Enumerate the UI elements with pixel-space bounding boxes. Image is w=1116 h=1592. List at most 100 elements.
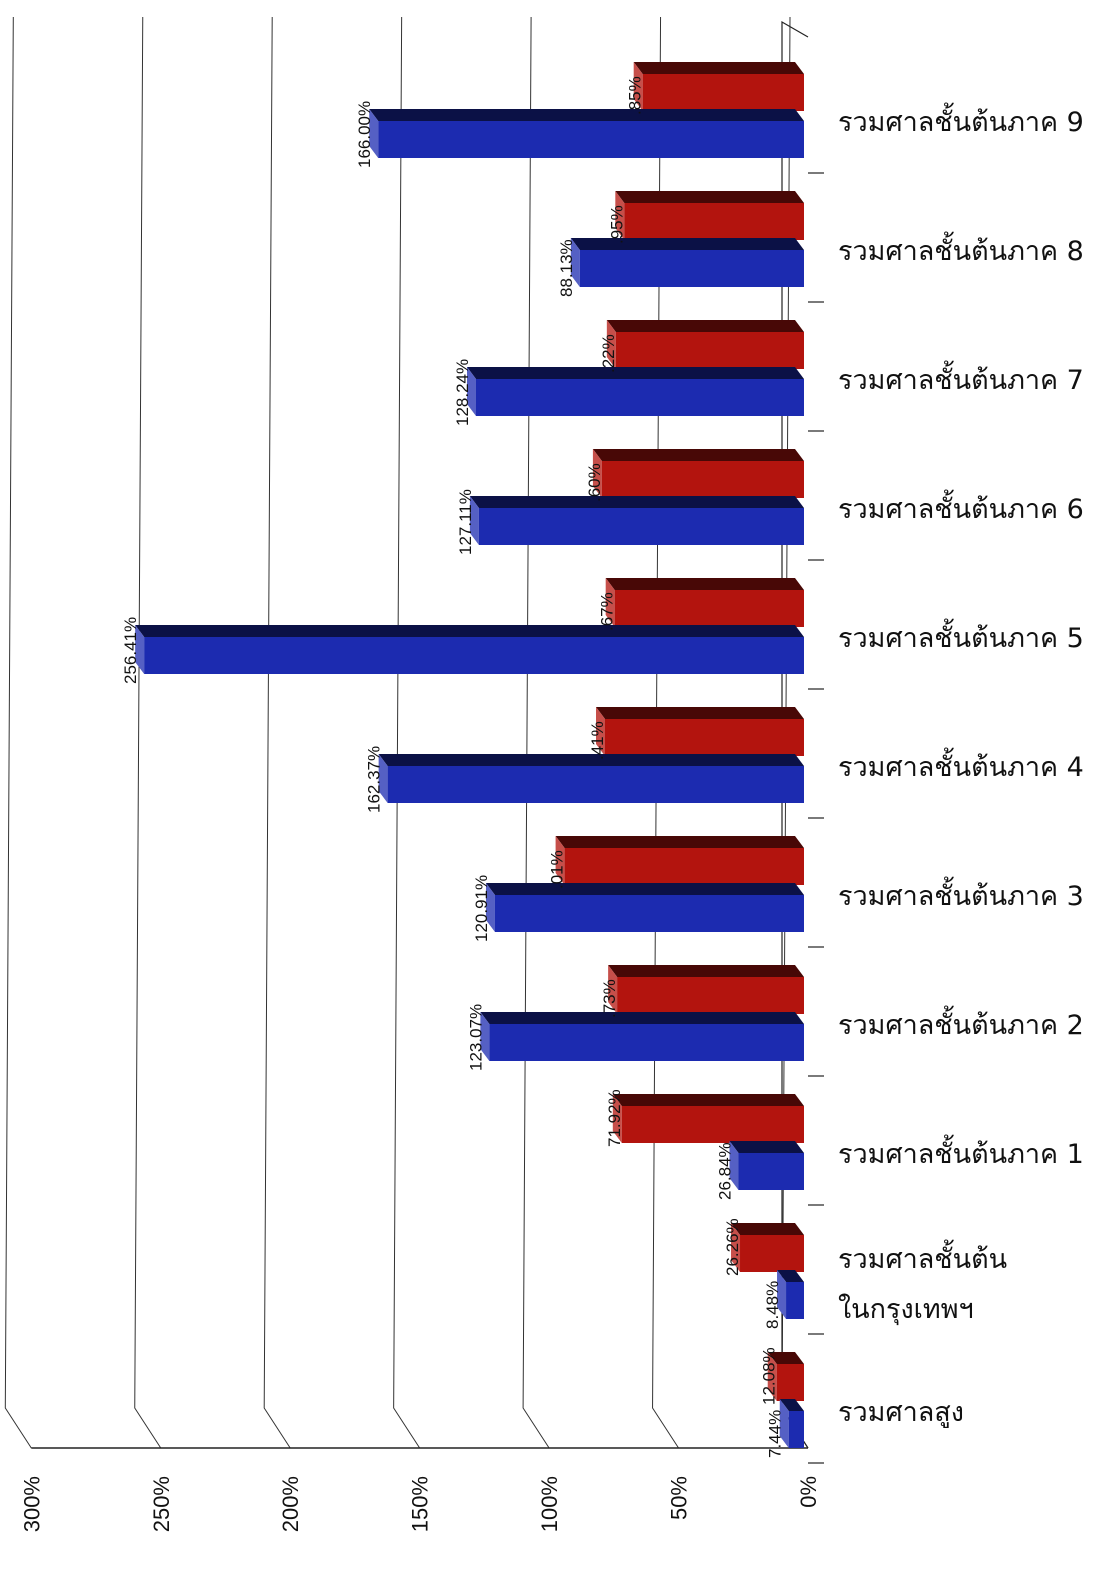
data-label-series-2: 26.26% (723, 1218, 742, 1276)
bar-side-face (633, 62, 643, 111)
bar-front-face (475, 379, 804, 416)
data-label-series-1: 88.13% (557, 239, 576, 297)
bar-front-face (642, 74, 804, 111)
category-label: รวมศาลสูง (838, 1397, 964, 1428)
bar-series-1 (485, 883, 804, 932)
bar-side-face (615, 191, 625, 240)
category-label: รวมศาลชั้นต้นภาค 7 (838, 360, 1084, 396)
bar-top-face (469, 496, 804, 508)
bar-side-face (595, 707, 605, 756)
bar-top-face (369, 109, 804, 121)
bar-series-1 (378, 754, 804, 803)
bar-side-face (592, 449, 602, 498)
bar-series-1 (729, 1141, 804, 1190)
data-label-series-1: 166.00% (355, 101, 374, 168)
bar-front-face (144, 637, 804, 674)
data-label-series-2: .22% (599, 334, 618, 373)
tick-label: 300% (19, 1476, 44, 1532)
bar-side-face (570, 238, 580, 287)
tick-label: 150% (408, 1476, 433, 1532)
bar-top-face (633, 62, 804, 74)
bar-series-1 (369, 109, 804, 158)
bar-series-2 (615, 191, 804, 240)
data-label-series-2: .01% (548, 850, 567, 889)
data-label-series-2: .73% (600, 979, 619, 1018)
bar-side-face (555, 836, 565, 885)
bar-top-face (592, 449, 804, 461)
bar-side-face (466, 367, 476, 416)
bar-side-face (729, 1141, 739, 1190)
bar-series-1 (466, 367, 804, 416)
tick-label: 0% (796, 1476, 821, 1508)
bar-front-face (617, 977, 804, 1014)
bar-series-2 (608, 965, 804, 1014)
bar-series-1 (779, 1399, 804, 1448)
data-label-series-1: 8.48% (763, 1281, 782, 1329)
tick-labels: 0% 50% 100% 150% 200% 250% 300% (19, 1476, 821, 1532)
bar-side-face (135, 625, 145, 674)
bar-front-face (579, 250, 804, 287)
data-label-series-1: 128.24% (453, 359, 472, 426)
category-label: รวมศาลชั้นต้นภาค 5 (838, 618, 1084, 654)
data-label-series-2: 71.92% (605, 1089, 624, 1147)
tick-label: 200% (278, 1476, 303, 1532)
data-label-series-2: .95% (607, 205, 626, 244)
bar-top-face (555, 836, 804, 848)
bar-front-face (494, 895, 804, 932)
bar-front-face (604, 719, 804, 756)
bar-top-face (731, 1223, 804, 1235)
bar-front-face (478, 508, 804, 545)
bar-top-face (615, 191, 804, 203)
bar-side-face (606, 320, 616, 369)
bar-top-face (779, 1399, 804, 1411)
category-label: รวมศาลชั้นต้น (838, 1239, 1007, 1275)
data-label-series-2: .41% (588, 721, 607, 760)
bars (135, 62, 804, 1448)
bar-top-face (595, 707, 804, 719)
bar-series-2 (731, 1223, 804, 1272)
data-label-series-2: .85% (626, 76, 645, 115)
bar-series-2 (592, 449, 804, 498)
bar-side-face (378, 754, 388, 803)
bar-front-face (788, 1411, 804, 1448)
category-label: รวมศาลชั้นต้นภาค 9 (838, 102, 1084, 138)
bar-top-face (466, 367, 804, 379)
bar-series-1 (570, 238, 804, 287)
bar-front-face (624, 203, 804, 240)
bar-front-face (601, 461, 804, 498)
bar-series-1 (469, 496, 804, 545)
bar-side-face (469, 496, 479, 545)
data-label-series-1: 127.11% (456, 489, 475, 555)
category-label: รวมศาลชั้นต้นภาค 6 (838, 489, 1084, 525)
bar-side-face (608, 965, 618, 1014)
data-label-series-2: .60% (585, 463, 604, 502)
bar-front-face (564, 848, 804, 885)
data-label-series-1: 26.84% (716, 1142, 735, 1200)
data-label-series-1: 123.07% (466, 1004, 485, 1071)
bar-top-face (570, 238, 804, 250)
gridline (522, 16, 550, 1449)
gridline (134, 16, 162, 1449)
data-label-series-1: 162.37% (365, 746, 384, 813)
bar-series-2 (633, 62, 804, 111)
bar-front-face (615, 332, 804, 369)
category-label: รวมศาลชั้นต้นภาค 1 (838, 1134, 1084, 1170)
bar-series-2 (606, 320, 804, 369)
bar-series-1 (135, 625, 804, 674)
bar-side-face (369, 109, 379, 158)
data-labels: 7.44% 12.08% 8.48% 26.26% 26.84% 71.92% 123.07… (121, 76, 785, 1458)
data-label-series-2: 12.08% (760, 1347, 779, 1405)
bar-front-face (621, 1106, 804, 1143)
data-label-series-2: .67% (598, 592, 617, 631)
gridline (263, 16, 291, 1449)
category-label: รวมศาลชั้นต้นภาค 3 (838, 876, 1084, 912)
bar-series-1 (480, 1012, 804, 1061)
bar-front-face (786, 1282, 804, 1319)
gridlines (4, 16, 809, 1449)
gridline (393, 16, 421, 1449)
category-label: รวมศาลชั้นต้นภาค 2 (838, 1005, 1084, 1041)
bar-top-face (378, 754, 804, 766)
bar-top-face (767, 1352, 804, 1364)
